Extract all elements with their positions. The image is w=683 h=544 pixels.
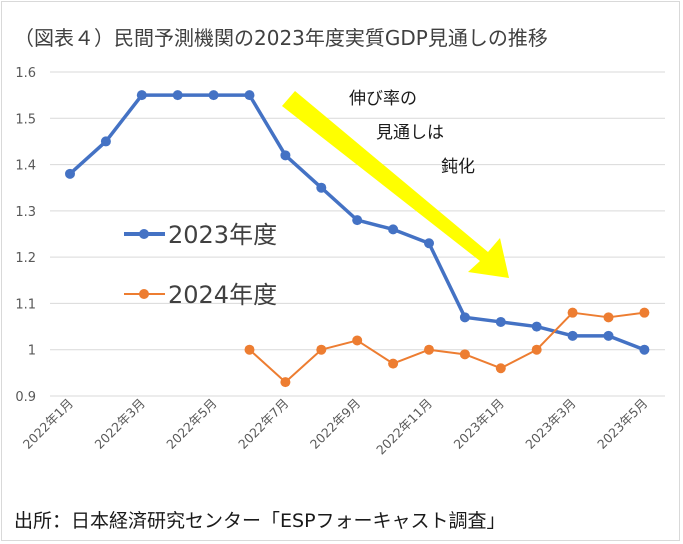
annotation-line-3: 鈍化 — [441, 157, 475, 177]
data-point — [388, 358, 399, 369]
legend-label-2024: 2024年度 — [168, 281, 277, 309]
data-point — [639, 344, 650, 355]
data-point — [244, 90, 255, 101]
chart-title: （図表４）民間予測機関の2023年度実質GDP見通しの推移 — [14, 26, 548, 50]
y-tick-label: 1.6 — [15, 66, 36, 81]
x-tick-label: 2022年5月 — [163, 396, 219, 452]
data-point — [100, 136, 111, 147]
legend-marker-2024 — [139, 289, 149, 299]
data-point — [172, 90, 183, 101]
data-point — [352, 215, 363, 226]
yellow-arrow-icon — [282, 91, 509, 278]
data-point — [316, 182, 327, 193]
data-point — [603, 330, 614, 341]
series-group — [65, 90, 650, 388]
y-tick-label: 1.3 — [15, 205, 36, 220]
y-axis-ticks: 0.9 1 1.1 1.2 1.3 1.4 1.5 1.6 — [15, 66, 36, 405]
data-point — [567, 307, 578, 318]
x-tick-label: 2022年7月 — [235, 396, 291, 452]
data-point — [244, 344, 255, 355]
legend: 2023年度 2024年度 — [124, 221, 277, 309]
annotation: 伸び率の 見通しは 鈍化 — [349, 89, 475, 177]
data-point — [424, 238, 434, 249]
data-point — [639, 307, 650, 318]
data-point — [316, 344, 327, 355]
x-tick-label: 2022年3月 — [92, 396, 148, 452]
data-point — [459, 312, 470, 323]
source-note: 出所：日本経済研究センター「ESPフォーキャスト調査」 — [14, 510, 506, 532]
data-point — [424, 344, 434, 355]
data-point — [567, 330, 578, 341]
data-point — [280, 377, 291, 388]
y-tick-label: 0.9 — [15, 390, 36, 405]
annotation-line-2: 見通しは — [376, 123, 444, 143]
data-point — [603, 312, 614, 323]
y-tick-label: 1 — [28, 344, 36, 359]
data-point — [352, 335, 363, 346]
x-tick-label: 2023年3月 — [522, 396, 578, 452]
trend-arrow — [282, 91, 509, 278]
y-tick-label: 1.4 — [15, 159, 36, 174]
data-point — [495, 363, 506, 374]
data-point — [388, 224, 399, 235]
y-tick-label: 1.1 — [15, 297, 36, 312]
legend-marker-2023 — [139, 229, 149, 239]
legend-label-2023: 2023年度 — [168, 221, 277, 249]
data-point — [495, 316, 506, 327]
x-tick-label: 2022年9月 — [307, 396, 363, 452]
x-tick-label: 2023年5月 — [594, 396, 650, 452]
x-tick-label: 2023年1月 — [451, 396, 507, 452]
data-point — [136, 90, 147, 101]
x-axis-ticks: 2022年1月 2022年3月 2022年5月 2022年7月 2022年9月 2022年… — [20, 396, 651, 458]
data-point — [208, 90, 219, 101]
series-line-1 — [248, 311, 645, 384]
y-tick-label: 1.2 — [15, 251, 36, 266]
data-point — [531, 344, 542, 355]
data-point — [459, 349, 470, 360]
data-point — [280, 150, 291, 161]
data-point — [65, 168, 75, 179]
x-tick-label: 2022年11月 — [373, 396, 435, 458]
y-tick-label: 1.5 — [15, 112, 36, 127]
annotation-line-1: 伸び率の — [349, 89, 417, 109]
data-point — [531, 321, 542, 332]
